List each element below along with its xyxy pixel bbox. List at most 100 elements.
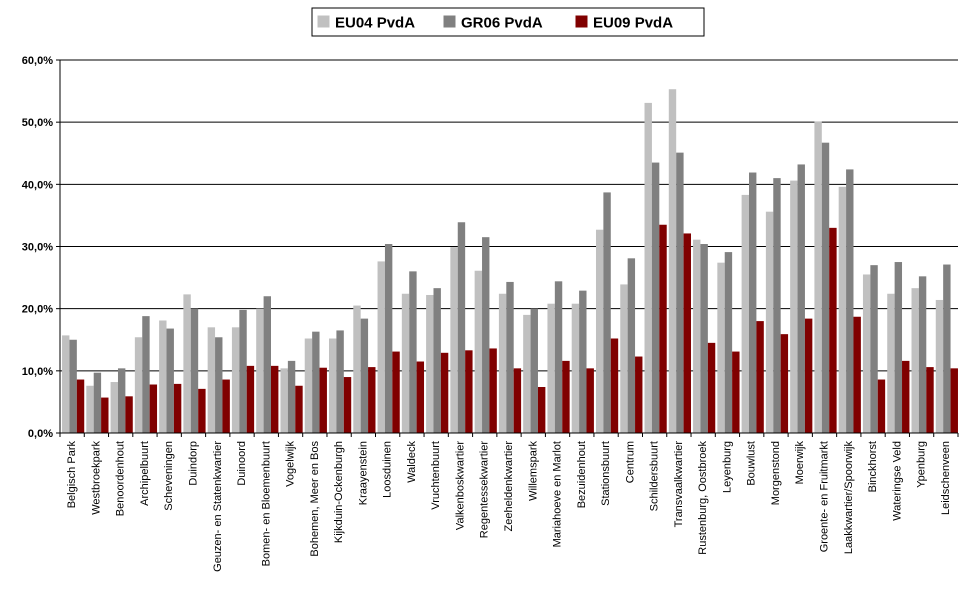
bar [668,89,677,434]
bar [547,303,555,433]
bar [329,338,337,433]
bar [610,338,619,433]
bar [336,330,344,433]
bar [773,178,781,433]
bar [416,361,425,433]
x-tick-label: Loosduinen [382,441,394,498]
legend-box [311,7,705,37]
bar [797,164,805,433]
x-tick-label: Binckhorst [867,441,879,492]
bar [887,293,895,433]
x-tick-label: Ypenburg [916,441,928,488]
bar [911,288,919,433]
bar [215,337,223,433]
bar [173,383,182,433]
legend-swatch [575,15,588,28]
bar [700,244,708,433]
bar [426,294,434,433]
legend: EU04 PvdA GR06 PvdA EU09 PvdA [311,7,705,37]
bar [804,318,813,433]
bar [409,271,417,433]
legend-label: EU04 PvdA [335,15,415,32]
x-tick-label: Scheveningen [163,441,175,511]
x-tick-label: Geuzen- en Statenkwartier [212,441,224,572]
bar [263,296,271,433]
bars [62,89,958,434]
bar [101,397,109,433]
bar [651,162,660,433]
bar [312,331,320,433]
bar [239,309,247,433]
bar [377,261,385,433]
y-tick-label: 10,0% [22,366,53,378]
bar [401,293,410,433]
bar [149,384,158,433]
bar [579,290,587,433]
bar [513,368,522,433]
x-tick-label: Vruchtenbuurt [430,441,442,510]
bar [676,152,684,433]
bar [918,276,927,433]
x-tick-label: Morgenstond [770,441,782,505]
bar [950,368,958,433]
x-tick-label: Archipelbuurt [139,441,151,506]
bar [756,321,764,433]
y-axis-ticks: 0,0% 10,0% 20,0% 30,0% 40,0% 50,0% 60,0% [22,55,60,440]
bar [474,270,483,433]
x-tick-label: Groente- en Fruitmarkt [819,441,831,552]
bar [304,338,313,433]
bar [489,348,497,433]
bar [523,314,531,433]
bar [86,385,94,433]
x-tick-label: Duinoord [236,441,248,486]
x-tick-label: Vogelwijk [285,441,297,487]
x-tick-label: Zeeheldenkwartier [503,441,515,532]
x-tick-label: Leidschenveen [940,441,952,515]
x-tick-label: Kraayenstein [357,441,369,505]
x-tick-label: Wateringse Veld [891,441,903,521]
bar [732,351,740,433]
bar [433,288,441,433]
bar [862,274,871,433]
bar [724,252,733,433]
bar [693,239,701,433]
bar [69,339,77,433]
bar [360,318,369,433]
bar [765,211,774,433]
bar [231,327,240,433]
bar [368,367,376,433]
x-tick-label: Belgisch Park [66,441,78,509]
x-tick-label: Regentessekwartier [479,441,491,539]
bar [270,365,279,433]
bar [603,192,611,433]
bar [392,351,400,433]
bar [62,335,70,433]
bar [440,352,449,433]
bar [562,360,570,433]
bar [482,237,490,433]
x-tick-label: Willemspark [527,441,539,501]
x-tick-label: Rustenburg, Oostbroek [697,441,709,555]
y-tick-label: 60,0% [22,55,53,67]
x-tick-label: Schildersbuurt [649,441,661,511]
bar [530,308,538,433]
bar [877,379,886,433]
bar [465,350,473,433]
bar [644,102,652,434]
legend-swatch [443,15,456,28]
bar [838,186,847,433]
bar [780,334,789,433]
x-axis-labels: Belgisch Park Westbroekpark Benoordenhout A… [66,441,952,572]
y-tick-label: 0,0% [28,428,53,440]
x-tick-label: Leyenburg [721,441,733,493]
x-tick-label: Bohemen, Meer en Bos [309,441,321,557]
bar [159,320,167,433]
y-tick-label: 20,0% [22,304,53,316]
bar [166,328,174,433]
bar [190,308,199,433]
bar [683,233,691,433]
bar [749,172,757,433]
x-tick-label: Kijkduin-Ockenburgh [333,441,345,543]
bar [125,396,133,433]
